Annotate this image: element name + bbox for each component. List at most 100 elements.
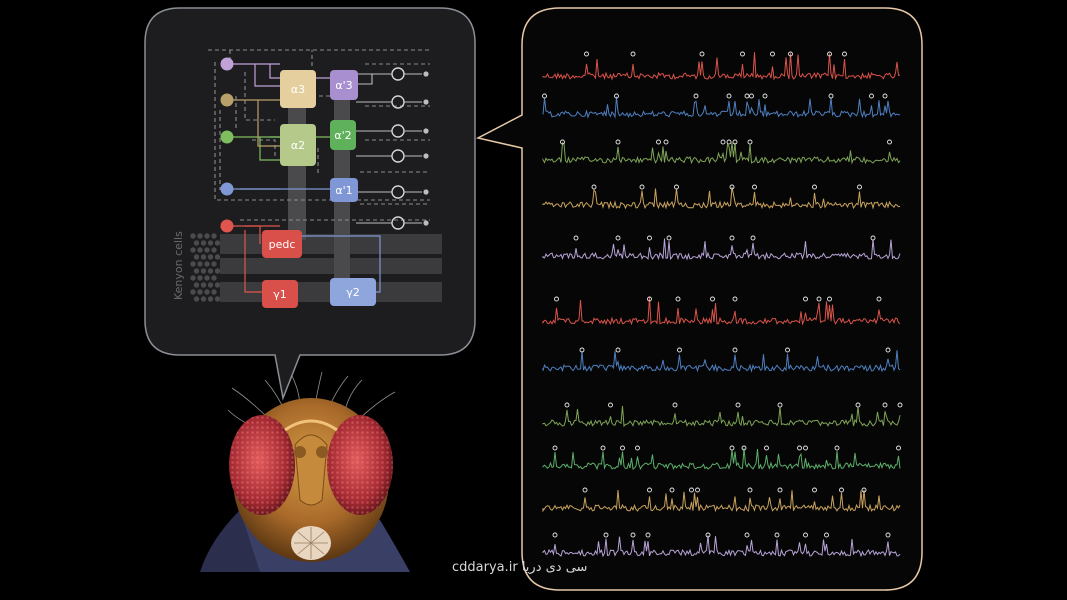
spike-marker — [785, 347, 790, 353]
spike-marker — [885, 532, 891, 538]
compartment-ap1 — [330, 178, 358, 202]
spike-marker — [732, 296, 738, 302]
spike-marker — [666, 235, 672, 241]
spike-marker — [705, 532, 711, 538]
spike-marker — [560, 139, 565, 145]
activity-trace — [542, 535, 901, 558]
spike-marker — [620, 445, 625, 451]
spike-marker — [762, 93, 768, 99]
spike-marker — [744, 532, 750, 538]
output-terminal — [423, 153, 429, 159]
spike-marker — [615, 139, 621, 145]
kenyon-cell-dot — [204, 247, 210, 253]
traces-panel — [475, 7, 923, 591]
routing-wire — [244, 230, 262, 293]
spike-marker — [803, 296, 808, 302]
spike-marker — [542, 93, 547, 99]
spike-marker — [827, 51, 832, 57]
kenyon-cell-dot — [190, 261, 196, 267]
activity-trace — [542, 489, 901, 513]
kenyon-cell-dot — [214, 282, 221, 288]
spike-marker — [777, 487, 783, 493]
output-terminal — [423, 220, 429, 226]
spike-marker — [630, 532, 636, 538]
spike-marker — [699, 51, 705, 57]
lobe-stalk — [288, 100, 306, 240]
spike-marker — [672, 402, 678, 408]
kenyon-cell-dot — [204, 275, 210, 281]
spike-marker — [720, 139, 726, 145]
kenyon-cells-label: Kenyon cells — [172, 231, 185, 300]
kenyon-cell-dot — [193, 254, 200, 260]
spike-marker — [689, 487, 694, 493]
kenyon-cell-dot — [193, 282, 200, 288]
kenyon-cell-dot — [214, 296, 221, 302]
spike-marker — [647, 487, 652, 493]
spike-marker — [677, 347, 682, 353]
activity-trace — [542, 350, 901, 373]
compartment-a3 — [280, 70, 316, 108]
spike-marker — [615, 347, 621, 353]
spike-marker — [764, 445, 769, 451]
spike-marker — [816, 296, 822, 302]
input-neuron — [220, 57, 234, 71]
activity-trace — [542, 448, 901, 471]
spike-marker — [828, 93, 834, 99]
spike-marker — [885, 347, 891, 353]
spike-marker — [869, 93, 874, 99]
spike-marker — [573, 235, 579, 241]
spike-marker — [735, 402, 741, 408]
activity-trace — [542, 238, 901, 261]
kenyon-cell-dot — [207, 296, 214, 302]
spike-marker — [614, 93, 619, 99]
kenyon-cell-dot — [193, 296, 200, 302]
spike-marker — [740, 51, 745, 57]
compartment-label-ap3: α'3 — [335, 79, 352, 92]
spike-marker — [747, 487, 753, 493]
compartment-label-pedc: pedc — [269, 238, 296, 251]
input-neuron — [220, 93, 234, 107]
spike-marker — [554, 296, 559, 302]
spike-marker — [741, 445, 747, 451]
kenyon-cell-dot — [197, 233, 203, 239]
spike-marker — [896, 445, 901, 451]
kenyon-cell-dot — [214, 254, 221, 260]
spike-marker — [887, 139, 892, 145]
spike-marker — [876, 296, 882, 302]
mushroom-body-circuit: Kenyon cells α3 α'3 α2 α'2 α'1 pedc γ1 γ2 — [172, 49, 442, 308]
activity-trace — [542, 406, 901, 428]
kenyon-cell-dot — [207, 282, 214, 288]
spike-marker — [857, 184, 862, 190]
kenyon-cell-dot — [200, 282, 207, 288]
kenyon-cell-dot — [197, 275, 203, 281]
output-terminal — [423, 189, 429, 195]
spike-marker — [855, 402, 861, 408]
input-neuron — [220, 182, 234, 196]
spike-marker — [749, 93, 754, 99]
spike-marker — [747, 139, 753, 145]
spike-marker — [842, 51, 847, 57]
compartment-label-ap1: α'1 — [335, 184, 352, 197]
spike-marker — [882, 402, 888, 408]
compartment-pedc — [262, 230, 302, 258]
kenyon-cell-dot — [200, 240, 207, 246]
kenyon-cell-dot — [190, 275, 196, 281]
spike-marker — [750, 235, 756, 241]
kenyon-cell-dot — [211, 289, 217, 295]
kenyon-cell-dot — [200, 254, 207, 260]
activity-trace — [542, 52, 901, 81]
spike-marker — [803, 445, 808, 451]
spike-marker — [564, 402, 570, 408]
kenyon-cell-dot — [204, 261, 210, 267]
spike-marker — [552, 445, 558, 451]
compartment-g1 — [262, 280, 298, 308]
spike-marker — [827, 296, 832, 302]
kenyon-cell-dot — [214, 268, 221, 274]
spike-marker — [788, 51, 793, 57]
kenyon-cell-dot — [211, 275, 217, 281]
spike-marker — [732, 139, 738, 145]
feedback-line — [244, 72, 275, 121]
output-terminal — [423, 128, 429, 134]
spike-marker — [729, 235, 735, 241]
